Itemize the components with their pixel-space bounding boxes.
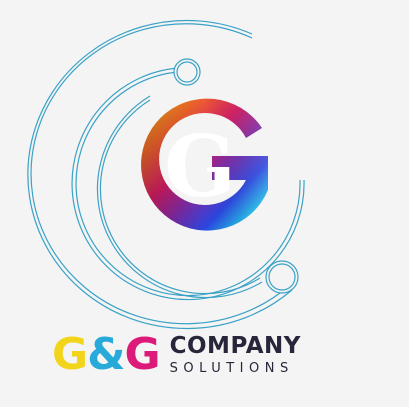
wordmark: G & G COMPANY SOLUTIONS bbox=[52, 330, 301, 380]
brand-initial-first: G bbox=[52, 329, 88, 380]
rainbow-g-emblem-icon: G bbox=[141, 98, 268, 231]
brand-initials: G & G bbox=[52, 329, 161, 380]
brand-initial-second: G bbox=[124, 329, 161, 380]
emblem-letter: G bbox=[164, 117, 236, 216]
solutions-label: SOLUTIONS bbox=[169, 361, 294, 376]
brand-ampersand: & bbox=[87, 329, 125, 380]
orbit-rings-icon bbox=[27, 19, 305, 330]
company-label: COMPANY bbox=[169, 333, 301, 359]
company-name-block: COMPANY SOLUTIONS bbox=[169, 333, 301, 376]
orbit-node-icon bbox=[173, 58, 299, 294]
